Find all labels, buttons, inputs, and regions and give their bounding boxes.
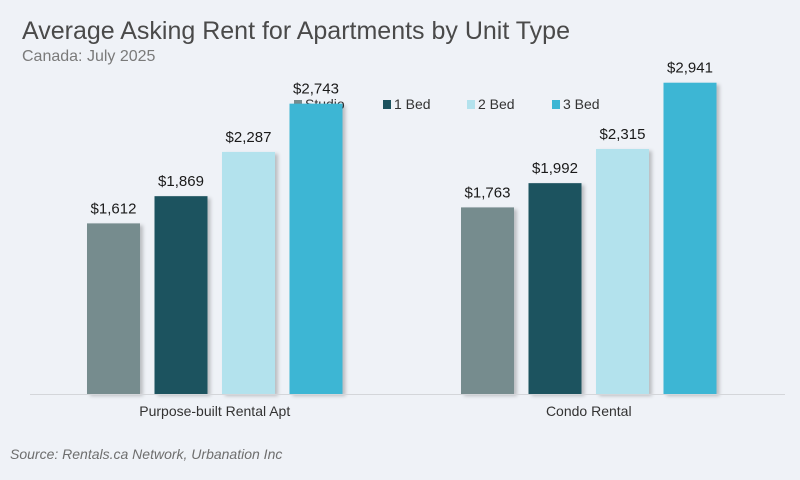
legend-item: 2 Bed <box>467 96 515 112</box>
bar-studio-purpose-built <box>87 223 140 394</box>
value-label: $2,315 <box>600 126 646 143</box>
legend-swatch <box>467 100 475 109</box>
value-label: $1,763 <box>465 184 511 201</box>
value-label: $1,869 <box>158 173 204 190</box>
value-label: $2,287 <box>226 129 272 146</box>
category-label: Condo Rental <box>546 403 632 419</box>
chart-subtitle: Canada: July 2025 <box>22 48 156 65</box>
value-label: $2,941 <box>667 60 713 77</box>
bar-studio-condo <box>461 207 514 394</box>
bar-2-bed-condo <box>596 148 649 394</box>
category-label: Purpose-built Rental Apt <box>139 403 290 419</box>
source-note: Source: Rentals.ca Network, Urbanation I… <box>10 446 283 462</box>
legend-label: 3 Bed <box>563 96 600 112</box>
legend-label: 2 Bed <box>478 96 515 112</box>
value-label: $2,743 <box>293 81 339 98</box>
legend-swatch <box>552 100 560 109</box>
bar-1-bed-purpose-built <box>154 196 208 394</box>
legend-item: 3 Bed <box>552 96 600 112</box>
bar-1-bed-condo <box>528 183 582 394</box>
labels-group: $1,612 $1,869 $2,287 $2,743 Purpose-built Re… <box>91 60 713 419</box>
value-label: $1,992 <box>532 160 578 177</box>
bar-3-bed-condo <box>663 82 717 395</box>
bar-3-bed-purpose-built <box>289 103 343 394</box>
legend-label: 1 Bed <box>394 96 431 112</box>
legend-item: 1 Bed <box>383 96 431 112</box>
chart-title: Average Asking Rent for Apartments by Un… <box>22 17 570 45</box>
value-label: $1,612 <box>91 200 137 217</box>
bar-2-bed-purpose-built <box>222 151 275 394</box>
bars-group <box>87 82 717 395</box>
legend-swatch <box>383 100 391 109</box>
